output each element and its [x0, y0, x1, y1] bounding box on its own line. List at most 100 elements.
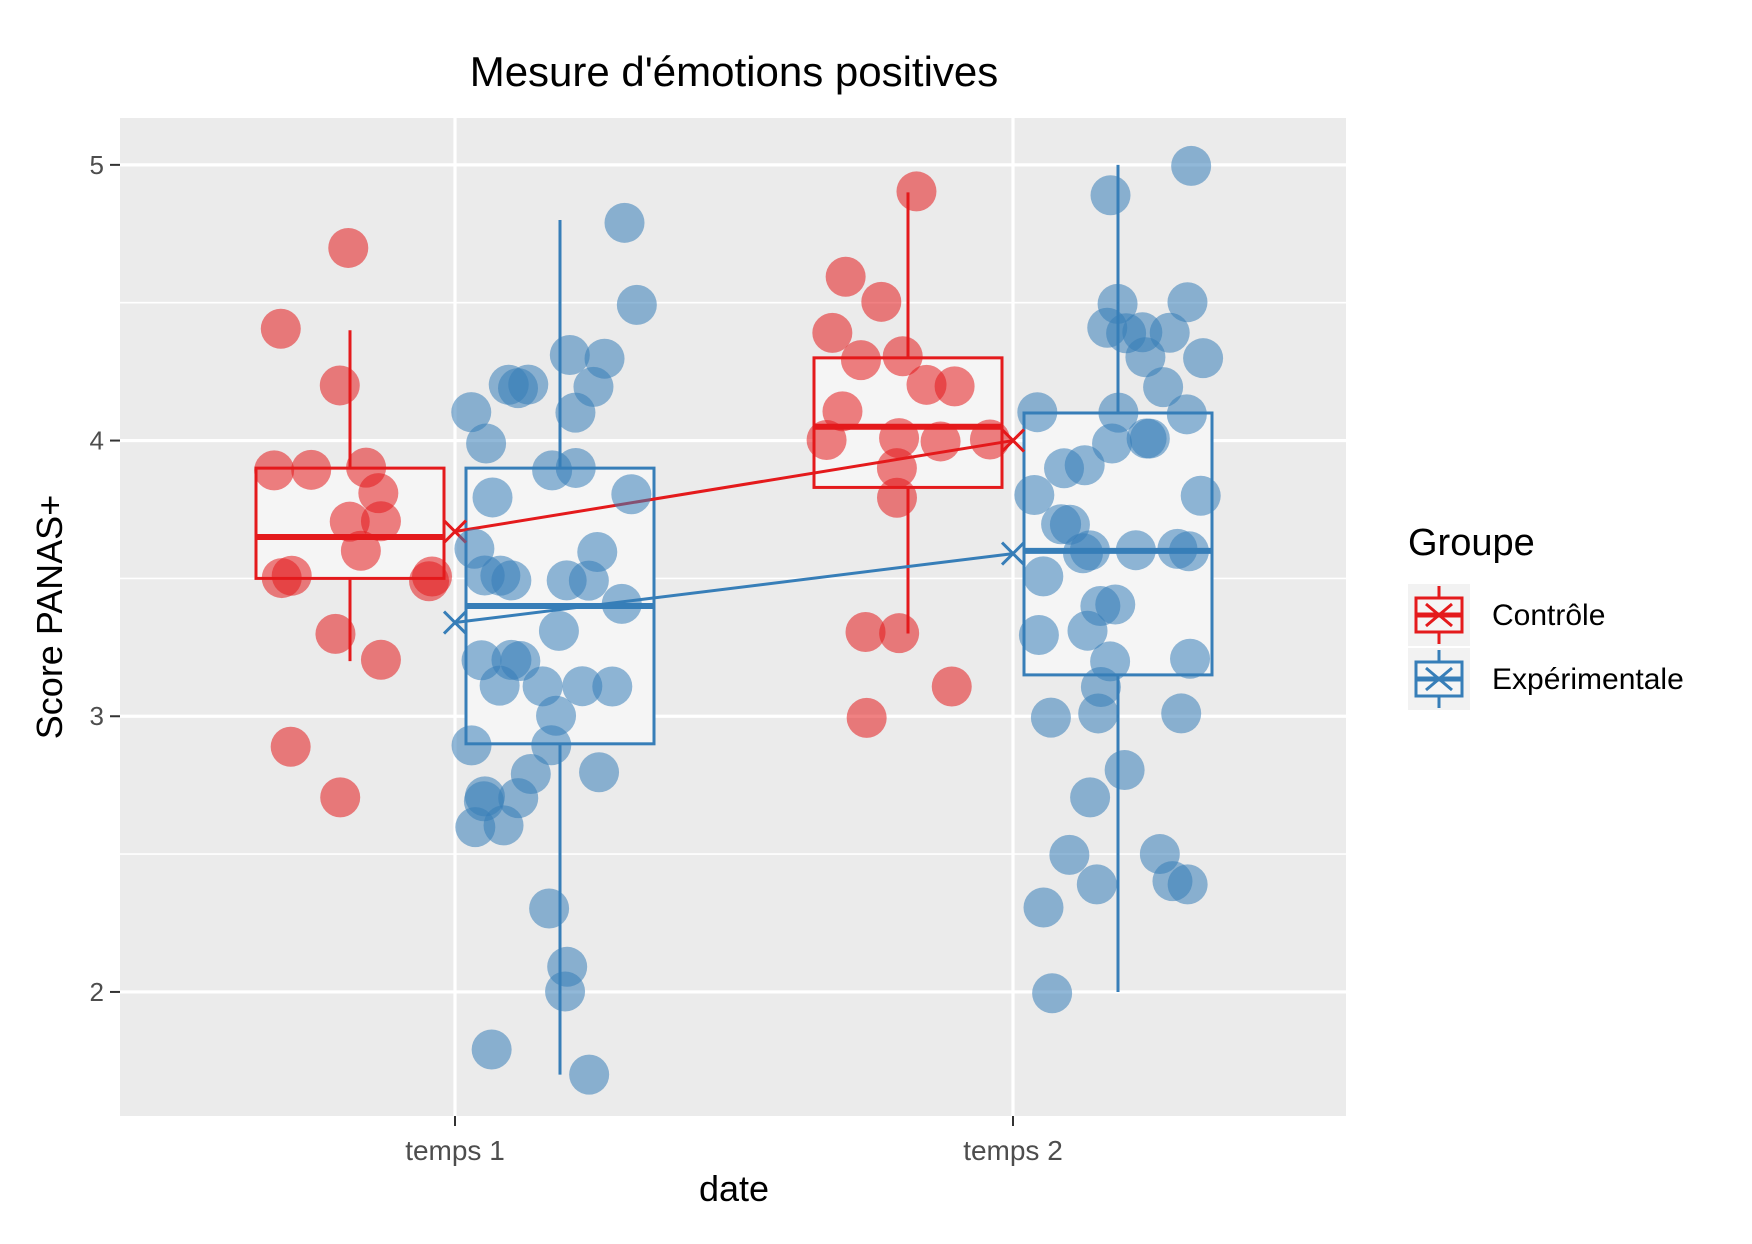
data-point	[555, 392, 596, 433]
data-point	[1087, 307, 1128, 348]
data-point	[1171, 145, 1212, 186]
x-axis-label: date	[699, 1168, 769, 1209]
data-point	[531, 725, 572, 766]
data-point	[812, 312, 853, 353]
legend-label: Expérimentale	[1492, 663, 1684, 696]
legend-key-mean-marker	[1425, 602, 1453, 628]
data-point	[466, 423, 507, 464]
data-point	[879, 418, 920, 459]
y-tick-label: 5	[90, 150, 104, 180]
data-point	[1067, 610, 1108, 651]
data-point	[969, 419, 1010, 460]
data-point	[1125, 337, 1166, 378]
legend-key-mean-marker	[1425, 666, 1453, 692]
data-point	[1023, 887, 1064, 928]
data-point	[1115, 530, 1156, 571]
data-point	[840, 340, 881, 381]
data-point	[498, 368, 539, 409]
data-point	[455, 807, 496, 848]
mean-line	[454, 552, 1014, 625]
data-point	[1078, 693, 1119, 734]
data-point	[846, 697, 887, 738]
data-point	[896, 171, 937, 212]
data-point	[1090, 175, 1131, 216]
points	[254, 145, 1224, 1095]
data-point	[1170, 638, 1211, 679]
data-point	[1167, 282, 1208, 323]
data-point	[549, 334, 590, 375]
data-point	[536, 695, 577, 736]
data-point	[861, 281, 902, 322]
data-point	[261, 558, 302, 599]
data-point	[1076, 864, 1117, 905]
data-point	[451, 392, 492, 433]
legend: Groupe Contrôle Expérimentale	[1408, 522, 1684, 710]
data-point	[555, 447, 596, 488]
data-point	[1129, 418, 1170, 459]
data-point	[254, 450, 295, 491]
data-point	[616, 284, 657, 325]
data-point	[270, 726, 311, 767]
y-tick-label: 2	[90, 977, 104, 1007]
data-point	[451, 725, 492, 766]
legend-label: Contrôle	[1492, 599, 1605, 632]
data-point	[472, 477, 513, 518]
data-point	[562, 666, 603, 707]
data-point	[879, 613, 920, 654]
data-point	[1104, 750, 1145, 791]
data-point	[319, 365, 360, 406]
data-point	[1014, 475, 1055, 516]
data-point	[291, 449, 332, 490]
data-point	[1092, 423, 1133, 464]
data-point	[1032, 973, 1073, 1014]
mean-marker	[1000, 541, 1026, 566]
data-point	[538, 610, 579, 651]
data-point	[920, 421, 961, 462]
mean-lines	[442, 428, 1026, 635]
data-point	[315, 613, 356, 654]
data-point	[806, 420, 847, 461]
data-point	[876, 448, 917, 489]
data-point	[328, 227, 369, 268]
data-point	[1143, 367, 1184, 408]
y-axis: 2 3 4 5	[90, 150, 120, 1007]
data-point	[360, 501, 401, 542]
data-point	[1018, 614, 1059, 655]
data-point	[931, 666, 972, 707]
data-point	[464, 555, 505, 596]
y-tick-label: 4	[90, 426, 104, 456]
x-tick-label: temps 1	[405, 1135, 505, 1166]
data-point	[825, 256, 866, 297]
data-point	[546, 560, 587, 601]
data-point	[471, 1029, 512, 1070]
data-point	[1049, 834, 1090, 875]
data-point	[876, 477, 917, 518]
data-point	[412, 556, 453, 597]
data-point	[592, 666, 633, 707]
mean-marker	[442, 610, 468, 635]
data-point	[260, 308, 301, 349]
data-point	[1017, 392, 1058, 433]
legend-title: Groupe	[1408, 522, 1535, 564]
data-point	[360, 639, 401, 680]
data-point	[601, 583, 642, 624]
data-point	[340, 530, 381, 571]
data-point	[1070, 777, 1111, 818]
data-point	[529, 888, 570, 929]
data-point	[545, 971, 586, 1012]
data-point	[569, 1054, 610, 1095]
mean-line	[454, 439, 1014, 534]
data-point	[1023, 556, 1064, 597]
data-point	[1168, 531, 1209, 572]
x-tick-label: temps 2	[963, 1135, 1063, 1166]
data-point	[464, 776, 505, 817]
data-point	[1069, 530, 1110, 571]
chart-title: Mesure d'émotions positives	[470, 48, 999, 95]
data-point	[1064, 445, 1105, 486]
data-point	[1166, 394, 1207, 435]
data-point	[479, 665, 520, 706]
data-point	[1152, 861, 1193, 902]
y-tick-label: 3	[90, 701, 104, 731]
data-point	[1030, 697, 1071, 738]
